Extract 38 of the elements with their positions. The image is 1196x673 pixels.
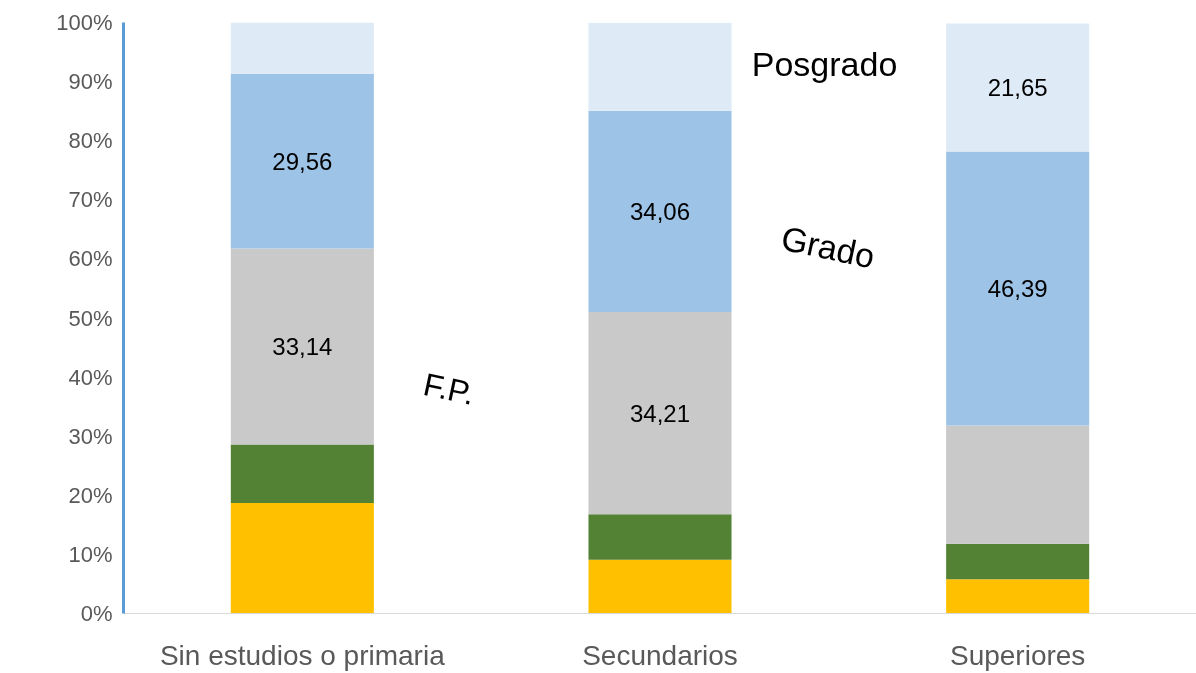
data-label: 34,21 (629, 399, 691, 427)
x-tick-label: Superiores (949, 639, 1086, 671)
bar (230, 444, 374, 503)
x-tick-label: Secundarios (582, 639, 738, 671)
data-label: 29,56 (272, 147, 333, 175)
data-label: 46,39 (987, 274, 1048, 302)
y-tick-label: 0% (80, 601, 113, 626)
text: Grado (777, 218, 879, 276)
y-tick-label: 10% (68, 541, 113, 567)
y-tick-label: 60% (68, 246, 113, 272)
data-label: 34,06 (629, 197, 691, 225)
y-tick-label: 20% (68, 482, 113, 508)
bar (230, 248, 374, 445)
bar (946, 23, 1090, 152)
y-tick-label: 80% (68, 128, 113, 154)
bar (946, 579, 1090, 614)
bar (588, 110, 732, 313)
bar (946, 151, 1090, 426)
data-label: 21,65 (987, 73, 1048, 101)
bar (588, 22, 732, 111)
bar (230, 22, 374, 74)
y-tick-label: 100% (56, 10, 113, 35)
text: F.P. (420, 366, 478, 412)
series-label: Posgrado (751, 44, 898, 83)
bar (230, 73, 374, 249)
y-tick-label: 90% (68, 69, 113, 95)
y-tick-label: 30% (68, 423, 113, 449)
bar (230, 502, 374, 614)
bar (588, 514, 732, 560)
bar (946, 425, 1090, 544)
bar (588, 312, 732, 515)
x-tick-label: Sin estudios o primaria (159, 639, 446, 671)
bar (946, 543, 1090, 580)
y-tick-label: 70% (68, 187, 113, 213)
bar (588, 559, 732, 614)
data-label: 33,14 (272, 333, 333, 361)
y-tick-label: 40% (68, 364, 113, 390)
y-tick-label: 50% (68, 305, 113, 331)
